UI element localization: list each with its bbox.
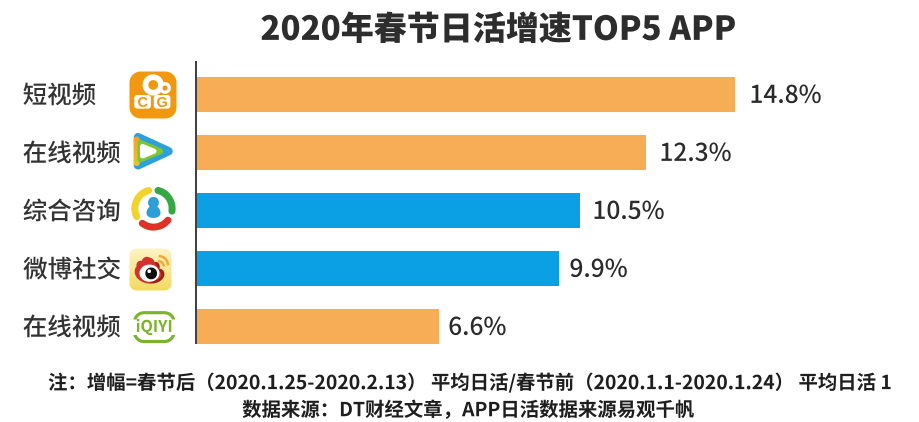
svg-text:G: G [157, 95, 168, 111]
svg-text:C: C [137, 95, 148, 111]
